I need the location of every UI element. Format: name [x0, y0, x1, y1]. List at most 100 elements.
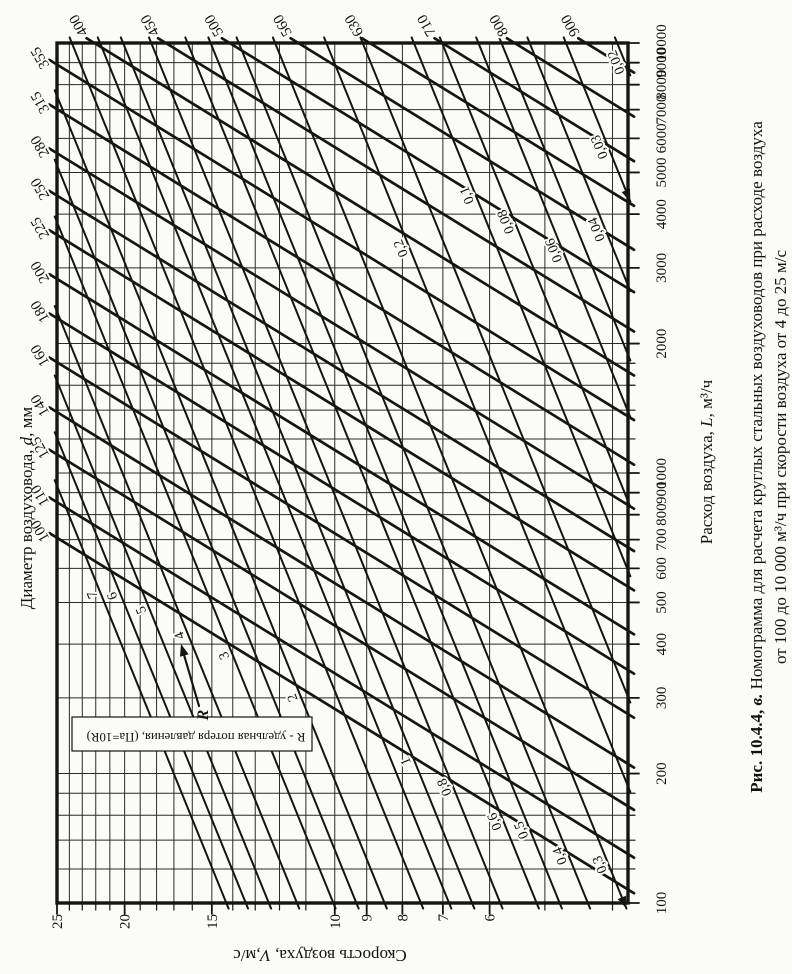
r-label-0,02: 0,02 [605, 48, 628, 76]
r-label-0,06: 0,06 [543, 236, 566, 264]
diameter-label-500: 500 [202, 12, 227, 39]
r-line-0,4 [235, 36, 592, 910]
diameter-line-800 [505, 36, 636, 118]
legend-note: R - удельная потеря давления, (Па=10R) [87, 730, 306, 744]
r-line-7 [53, 479, 230, 910]
r-label-0,2: 0,2 [391, 237, 411, 259]
velocity-tick-label-10: 10 [328, 914, 344, 929]
r-annotation-arrow-shaft [180, 646, 201, 708]
r-label-0,08: 0,08 [495, 207, 518, 235]
r-label-0,8: 0,8 [435, 776, 455, 798]
figure-caption-line1: Рис. 10.4.4, в. Номограмма для расчета к… [747, 121, 766, 793]
diameter-line-400 [85, 36, 636, 377]
flow-tick-label-400: 400 [654, 633, 670, 656]
diameter-label-200: 200 [28, 258, 53, 285]
diameter-line-450 [156, 36, 636, 333]
velocity-tick-label-6: 6 [483, 914, 499, 922]
diameter-line-315 [47, 103, 636, 467]
diameter-line-250 [47, 189, 636, 553]
r-line-0,15 [359, 36, 632, 704]
r-label-0,5: 0,5 [512, 819, 532, 841]
r-label-0,1: 0,1 [457, 184, 477, 206]
r-line-1,5 [68, 36, 425, 910]
r-line-0,8 [148, 36, 504, 910]
flow-tick-label-700: 700 [654, 528, 670, 551]
r-label-0,4: 0,4 [550, 845, 570, 867]
flow-tick-label-600: 600 [654, 557, 670, 580]
flow-tick-label-1000: 1000 [654, 458, 670, 488]
flow-tick-label-9000: 9000 [654, 48, 670, 78]
r-annotation-arrowhead [179, 644, 189, 657]
r-annotation-letter: R [195, 709, 212, 721]
velocity-tick-label-8: 8 [395, 914, 411, 922]
diameter-axis-title: Диаметр воздуховода, d, мм [17, 407, 36, 610]
flow-tick-label-3000: 3000 [654, 253, 670, 283]
diameter-line-630 [360, 36, 636, 208]
diameter-label-355: 355 [28, 44, 53, 71]
diameter-line-200 [47, 272, 636, 636]
r-label-0,03: 0,03 [589, 133, 612, 161]
r-line-0,04 [526, 36, 632, 293]
velocity-tick-label-7: 7 [436, 914, 452, 922]
r-line-5 [53, 374, 273, 910]
velocity-tick-label-15: 15 [205, 914, 221, 929]
diameter-label-315: 315 [28, 88, 53, 115]
flow-tick-label-300: 300 [654, 687, 670, 710]
diameter-label-250: 250 [28, 175, 53, 202]
r-line-1 [119, 36, 476, 910]
flow-tick-label-10000: 10000 [654, 24, 670, 62]
r-label-2: 2 [285, 691, 302, 703]
diameter-label-450: 450 [138, 12, 163, 39]
diameter-line-100 [47, 531, 636, 895]
r-line-1,2 [96, 36, 453, 910]
r-line-arrow-0.03 [621, 188, 631, 202]
flow-tick-label-500: 500 [654, 591, 670, 614]
flow-tick-label-5000: 5000 [654, 157, 670, 187]
r-label-4: 4 [172, 629, 189, 641]
diameter-line-355 [47, 58, 636, 422]
r-line-4 [53, 305, 301, 910]
diameter-label-900: 900 [558, 12, 583, 39]
r-line-arrow-0.02 [621, 62, 631, 76]
r-line-0,3 [271, 36, 628, 910]
r-label-0,04: 0,04 [586, 215, 609, 243]
grid-lines [56, 42, 629, 904]
diameter-label-710: 710 [415, 12, 440, 39]
diameter-label-280: 280 [28, 132, 53, 159]
diameter-label-800: 800 [487, 12, 512, 39]
flow-tick-label-200: 200 [654, 762, 670, 785]
r-line-0,03 [562, 36, 632, 203]
axis-ticks [56, 42, 640, 915]
flow-tick-label-8000: 8000 [654, 70, 670, 100]
flow-tick-label-4000: 4000 [654, 199, 670, 229]
r-line-6 [53, 431, 250, 910]
legend-box [71, 716, 313, 752]
r-line-0,06 [475, 36, 632, 419]
r-line-3 [53, 215, 337, 910]
diameter-line-560 [289, 36, 636, 252]
diameter-line-180 [47, 312, 636, 676]
flow-tick-label-900: 900 [654, 481, 670, 504]
flow-tick-label-800: 800 [654, 503, 670, 525]
r-label-5: 5 [134, 604, 151, 616]
flow-tick-label-2000: 2000 [654, 329, 670, 359]
r-label-6: 6 [105, 590, 122, 602]
diameter-line-225 [47, 228, 636, 592]
r-line-arrow-0.3 [617, 895, 627, 909]
r-line-2,5 [53, 158, 360, 910]
flow-tick-label-7000: 7000 [654, 95, 670, 125]
diameter-line-500 [220, 36, 636, 294]
diameter-line-140 [47, 406, 636, 769]
diameter-label-180: 180 [28, 298, 53, 325]
diameter-label-630: 630 [342, 12, 367, 39]
diameter-label-560: 560 [271, 12, 296, 39]
flow-tick-label-100: 100 [654, 892, 670, 915]
diameter-line-160 [47, 356, 636, 720]
r-label-1: 1 [398, 755, 415, 767]
diameter-line-125 [47, 448, 636, 812]
r-label-0,3: 0,3 [590, 853, 610, 875]
velocity-tick-label-9: 9 [360, 914, 376, 922]
